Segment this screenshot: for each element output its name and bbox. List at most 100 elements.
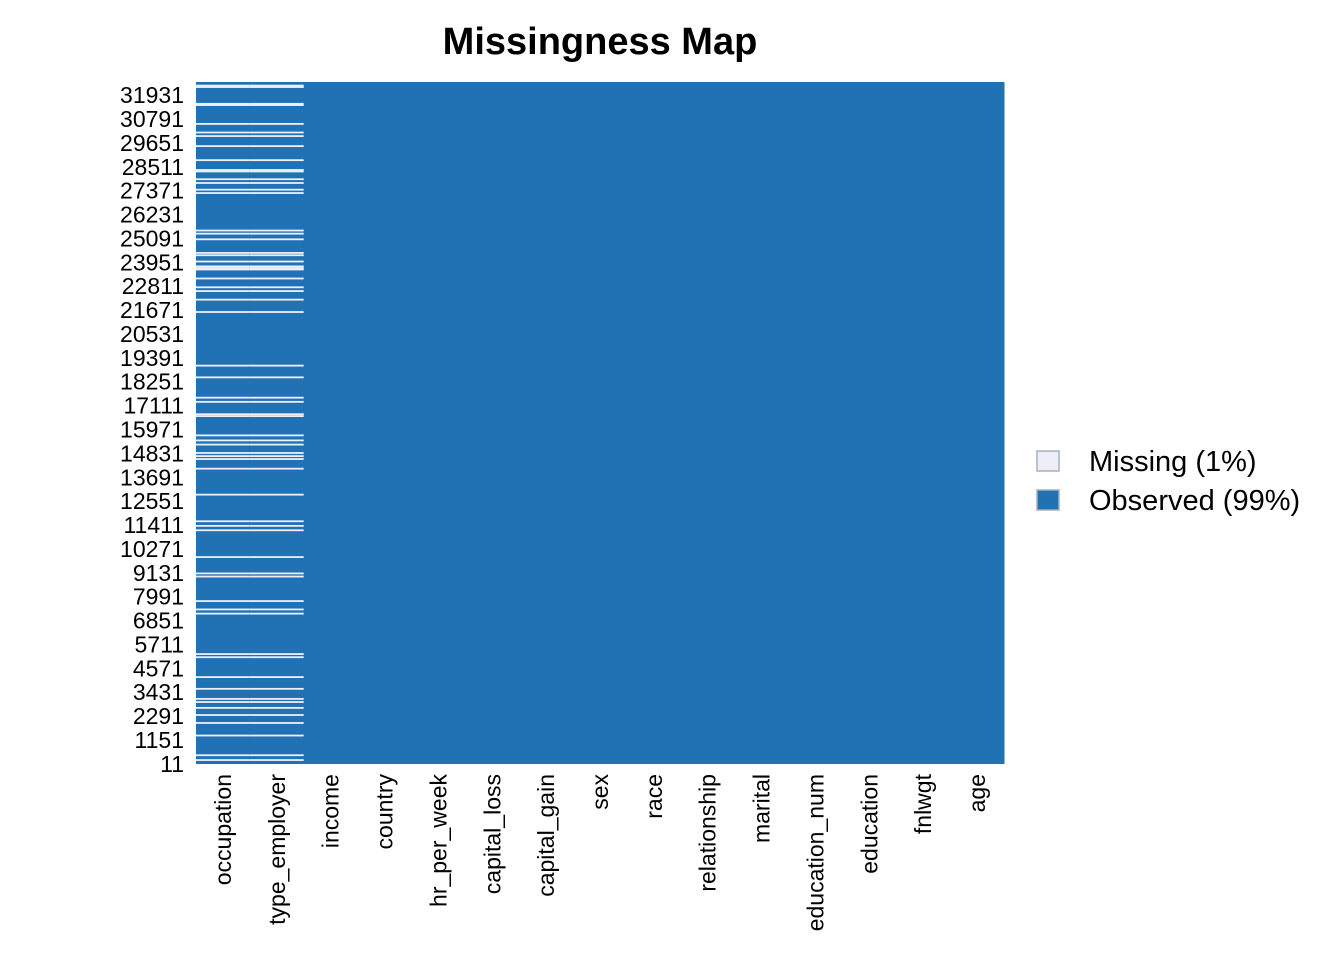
missing-cell <box>249 455 304 458</box>
missing-cell <box>196 290 250 292</box>
missing-cell <box>249 252 304 254</box>
missing-cell <box>196 123 250 125</box>
column-tick-label: sex <box>587 774 613 810</box>
missing-cell <box>196 653 250 655</box>
missing-cell <box>249 722 304 724</box>
row-tick-label: 14831 <box>120 440 184 466</box>
missing-cell <box>196 524 250 527</box>
missing-cell <box>196 170 250 173</box>
missing-cell <box>249 520 304 523</box>
row-tick-label: 27371 <box>120 178 184 204</box>
missing-cell <box>196 396 250 399</box>
missing-cell <box>196 697 250 700</box>
missing-cell <box>249 86 304 88</box>
missing-cell <box>249 135 304 137</box>
missing-cell <box>249 687 304 690</box>
missing-cell <box>196 102 250 105</box>
missing-cell <box>249 443 304 446</box>
missing-cell <box>196 676 250 678</box>
missing-cell <box>249 524 304 527</box>
missing-cell <box>249 311 304 313</box>
column-cell-capital_gain <box>519 82 574 764</box>
missing-cell <box>196 455 250 458</box>
row-tick-label: 2291 <box>133 703 184 729</box>
missing-cell <box>249 232 304 235</box>
missing-cell <box>196 364 250 367</box>
missing-cell <box>196 575 250 578</box>
missing-cell <box>196 706 250 709</box>
missing-cell <box>249 376 304 379</box>
missing-cell <box>196 612 250 615</box>
row-tick-label: 17111 <box>123 393 184 419</box>
missing-cell <box>249 458 304 460</box>
missing-cell <box>196 600 250 602</box>
missing-cell <box>249 131 304 134</box>
missing-cell <box>249 238 304 241</box>
row-tick-label: 28511 <box>122 154 184 180</box>
chart-title: Missingness Map <box>443 21 758 63</box>
missing-cell <box>196 286 250 289</box>
column-tick-label: education_num <box>802 774 828 931</box>
missing-cell <box>249 188 304 191</box>
column-tick-label: type_employer <box>264 774 290 925</box>
missing-cell <box>249 84 304 87</box>
column-tick-label: capital_loss <box>479 774 505 894</box>
row-tick-label: 29651 <box>120 130 184 156</box>
missing-cell <box>249 178 304 181</box>
row-tick-label: 19391 <box>120 345 184 371</box>
missing-cell <box>249 265 304 268</box>
row-tick-label: 18251 <box>120 369 184 395</box>
missing-cell <box>249 254 304 257</box>
column-tick-label: fnlwgt <box>910 773 936 834</box>
missing-cell <box>196 277 250 280</box>
row-tick-label: 10271 <box>120 536 184 562</box>
missing-cell <box>196 458 250 460</box>
missing-cell <box>249 676 304 678</box>
row-tick-label: 20531 <box>120 321 184 347</box>
column-cell-hr_per_week <box>411 82 466 764</box>
missing-cell <box>249 600 304 602</box>
missing-cell <box>196 415 250 418</box>
missing-cell <box>196 145 250 148</box>
missing-cell <box>249 656 304 659</box>
heatmap-plot-area <box>196 82 1005 764</box>
missing-cell <box>196 467 250 470</box>
missing-cell <box>249 759 304 761</box>
missing-cell <box>196 178 250 181</box>
missing-cell <box>196 439 250 442</box>
missing-cell <box>196 413 250 416</box>
missing-cell <box>196 135 250 137</box>
missing-cell <box>196 759 250 761</box>
missing-cell <box>249 267 304 269</box>
row-tick-label: 26231 <box>120 202 184 228</box>
column-tick-label: capital_gain <box>533 774 559 897</box>
row-tick-label: 11411 <box>123 512 184 538</box>
missing-cell <box>249 452 304 454</box>
missing-cell <box>196 608 250 611</box>
row-tick-label: 5711 <box>135 631 184 657</box>
missing-cell <box>249 734 304 737</box>
row-tick-label: 7991 <box>133 584 184 610</box>
column-tick-label: marital <box>749 774 775 843</box>
missing-cell <box>196 192 250 194</box>
missing-cell <box>249 364 304 367</box>
missing-cell <box>196 556 250 558</box>
column-cell-relationship <box>680 82 736 764</box>
column-tick-label: income <box>318 774 344 848</box>
legend-label-missing: Missing (1%) <box>1089 446 1257 478</box>
missing-cell <box>249 229 304 232</box>
legend: Missing (1%) Observed (99%) <box>1036 446 1300 517</box>
missing-cell <box>249 434 304 437</box>
row-tick-label: 11 <box>160 751 184 777</box>
missing-cell <box>249 123 304 125</box>
row-tick-label: 25091 <box>120 225 184 251</box>
missing-cell <box>196 252 250 254</box>
missing-cell <box>196 104 250 106</box>
missing-cell <box>196 298 250 301</box>
missing-cell <box>249 608 304 611</box>
column-cell-race <box>626 82 682 764</box>
missing-cell <box>196 265 250 268</box>
column-cell-sex <box>573 82 628 764</box>
column-tick-labels: occupation type_employer income country hr_p… <box>210 773 990 931</box>
